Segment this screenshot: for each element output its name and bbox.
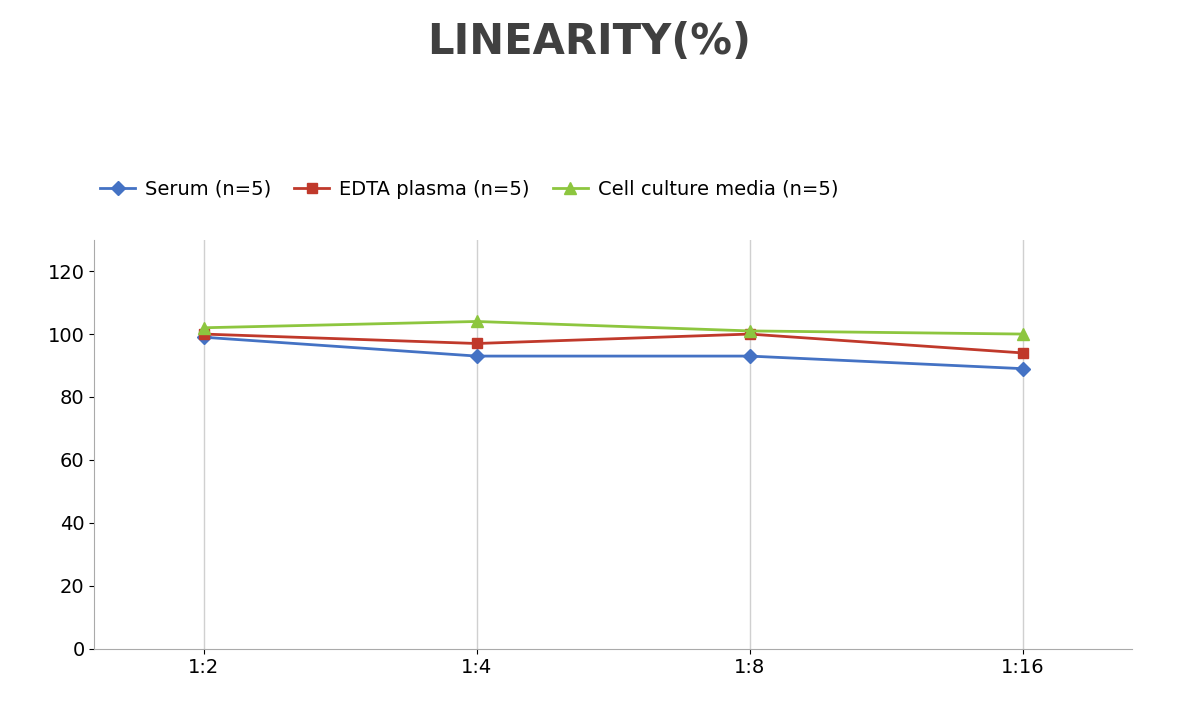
Serum (n=5) xyxy=(743,352,757,360)
Legend: Serum (n=5), EDTA plasma (n=5), Cell culture media (n=5): Serum (n=5), EDTA plasma (n=5), Cell cul… xyxy=(92,172,845,207)
EDTA plasma (n=5) xyxy=(469,339,483,348)
Line: Cell culture media (n=5): Cell culture media (n=5) xyxy=(198,316,1028,340)
Line: EDTA plasma (n=5): EDTA plasma (n=5) xyxy=(199,329,1027,358)
Serum (n=5) xyxy=(469,352,483,360)
EDTA plasma (n=5) xyxy=(1015,349,1029,357)
Cell culture media (n=5) xyxy=(469,317,483,326)
Cell culture media (n=5) xyxy=(1015,330,1029,338)
EDTA plasma (n=5) xyxy=(743,330,757,338)
Serum (n=5) xyxy=(1015,364,1029,373)
Serum (n=5) xyxy=(197,333,211,341)
Cell culture media (n=5) xyxy=(743,326,757,335)
Line: Serum (n=5): Serum (n=5) xyxy=(199,332,1027,374)
Text: LINEARITY(%): LINEARITY(%) xyxy=(428,21,751,63)
EDTA plasma (n=5) xyxy=(197,330,211,338)
Cell culture media (n=5) xyxy=(197,324,211,332)
